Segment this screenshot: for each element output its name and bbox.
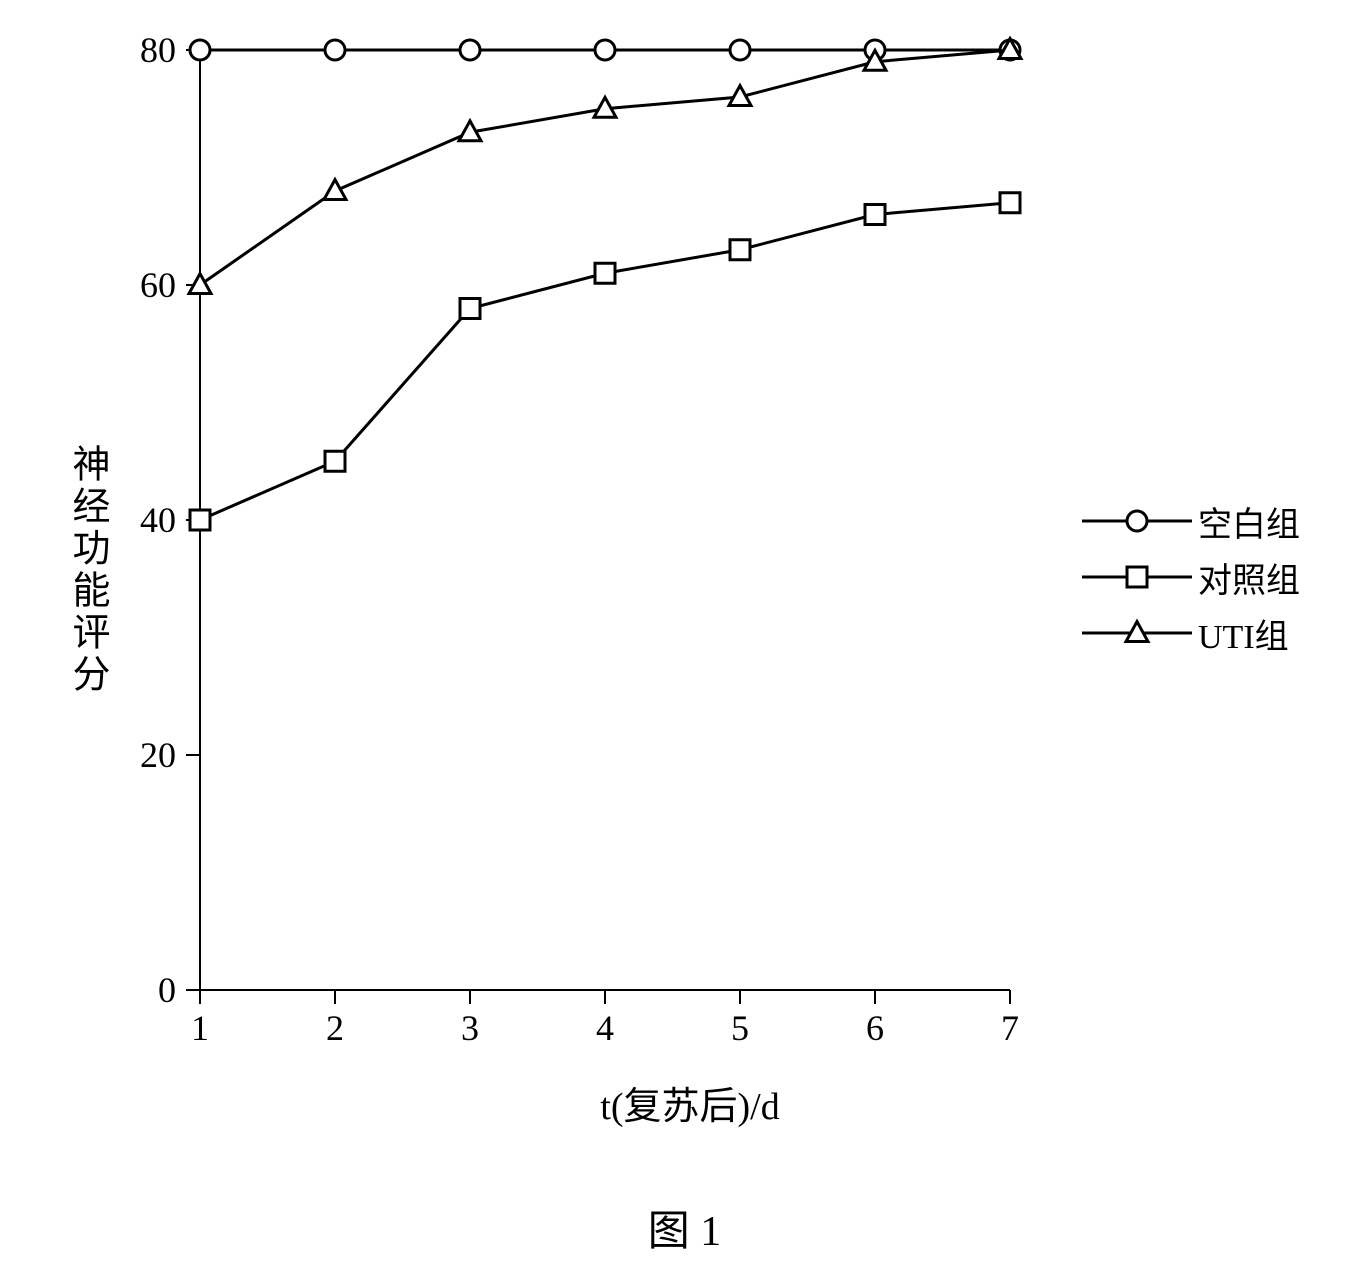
chart-wrapper: 神经功能评分 0204060801234567 t(复苏后)/d 空白组对照组U…: [50, 20, 1330, 1120]
svg-text:2: 2: [326, 1008, 344, 1048]
svg-text:6: 6: [866, 1008, 884, 1048]
series-UTI组: [189, 39, 1021, 294]
svg-text:5: 5: [731, 1008, 749, 1048]
svg-text:1: 1: [191, 1008, 209, 1048]
legend-item: 对照组: [1082, 556, 1300, 598]
svg-text:0: 0: [158, 970, 176, 1010]
svg-text:3: 3: [461, 1008, 479, 1048]
legend-label: UTI组: [1198, 609, 1289, 658]
series-空白组: [190, 40, 1020, 60]
svg-text:60: 60: [140, 265, 176, 305]
figure-container: 神经功能评分 0 20 40 60 80 1 2 3 4 5 6 7 t(复苏后)/d 空白组对照组 U…: [0, 0, 1369, 1288]
svg-text:40: 40: [140, 500, 176, 540]
legend-item: UTI组: [1082, 612, 1300, 654]
triangle-icon: [1082, 618, 1192, 648]
svg-text:80: 80: [140, 30, 176, 70]
figure-caption: 图 1: [648, 1197, 722, 1258]
legend-label: 对照组: [1198, 553, 1300, 602]
legend-item: 空白组: [1082, 500, 1300, 542]
legend-label: 空白组: [1198, 497, 1300, 546]
legend: 空白组对照组 UTI组: [1082, 500, 1300, 668]
svg-text:7: 7: [1001, 1008, 1019, 1048]
series-对照组: [190, 193, 1020, 530]
y-axis-label: 神经功能评分: [60, 444, 115, 696]
x-axis-label: t(复苏后)/d: [600, 1075, 779, 1130]
circle-icon: [1082, 506, 1192, 536]
svg-text:20: 20: [140, 735, 176, 775]
square-icon: [1082, 562, 1192, 592]
svg-text:4: 4: [596, 1008, 614, 1048]
